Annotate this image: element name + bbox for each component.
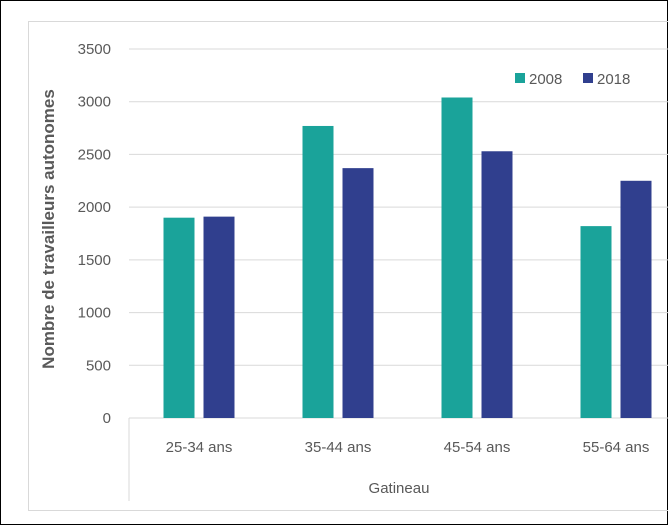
x-axis-ticks: 25-34 ans 35-44 ans 45-54 ans 55-64 ans (166, 439, 650, 456)
legend-swatch-2008 (515, 73, 525, 83)
bars (163, 97, 652, 419)
y-tick-label: 3500 (78, 41, 111, 58)
bar-2008-25-34-ans (163, 217, 195, 418)
x-tick-label: 35-44 ans (305, 439, 372, 456)
y-tick-label: 500 (86, 357, 111, 374)
x-tick-label: 25-34 ans (166, 439, 233, 456)
bar-2018-55-64-ans (620, 180, 652, 418)
y-axis-ticks: 0 500 1000 1500 2000 2500 3000 3500 (78, 41, 111, 427)
y-tick-label: 3000 (78, 94, 111, 111)
y-tick-label: 2500 (78, 146, 111, 163)
bar-2018-25-34-ans (203, 216, 235, 418)
group-label: Gatineau (369, 480, 430, 497)
bar-2018-45-54-ans (481, 151, 513, 418)
y-tick-label: 2000 (78, 199, 111, 216)
legend-label-2018: 2018 (597, 71, 630, 88)
legend: 2008 2018 (515, 71, 630, 88)
bar-2008-35-44-ans (302, 125, 334, 418)
bar-2008-45-54-ans (441, 97, 473, 419)
plot-area-border (28, 21, 668, 511)
y-tick-label: 1000 (78, 305, 111, 322)
x-tick-label: 55-64 ans (583, 439, 650, 456)
y-tick-label: 1500 (78, 252, 111, 269)
y-tick-label: 0 (103, 410, 111, 427)
legend-label-2008: 2008 (529, 71, 562, 88)
x-tick-label: 45-54 ans (444, 439, 511, 456)
y-axis-label: Nombre de travailleurs autonomes (39, 89, 58, 369)
bar-2018-35-44-ans (342, 168, 374, 418)
legend-swatch-2018 (583, 73, 593, 83)
bar-2008-55-64-ans (580, 226, 612, 418)
